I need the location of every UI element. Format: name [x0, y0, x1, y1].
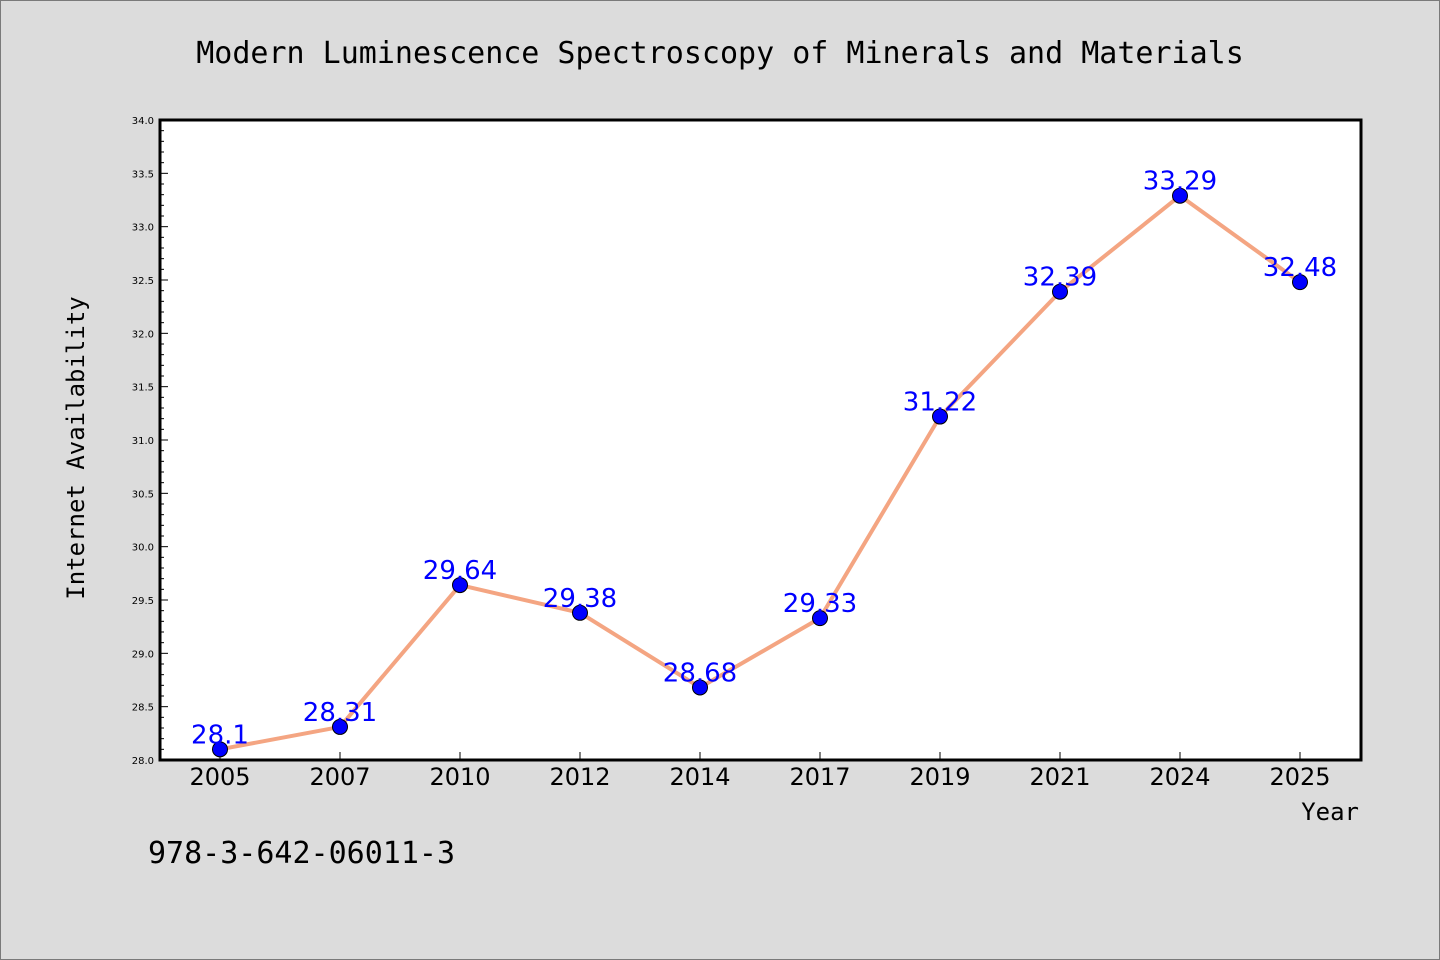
x-tick-label: 2005	[189, 763, 250, 791]
y-tick-label: 31.0	[132, 436, 154, 447]
x-tick-label: 2007	[309, 763, 370, 791]
data-label: 29.64	[423, 556, 497, 586]
x-tick-label: 2017	[789, 763, 850, 791]
data-label: 32.48	[1263, 253, 1337, 283]
data-point	[932, 408, 948, 425]
x-tick-label: 2024	[1149, 763, 1210, 791]
data-label: 33.29	[1143, 167, 1217, 197]
y-tick-label: 29.5	[132, 596, 154, 607]
y-tick-label: 33.5	[132, 169, 154, 180]
y-tick-label: 30.5	[132, 489, 154, 500]
y-tick-label: 28.0	[132, 756, 154, 767]
data-point	[212, 741, 228, 758]
chart-title: Modern Luminescence Spectroscopy of Mine…	[196, 36, 1244, 71]
y-tick-label: 34.0	[132, 116, 154, 127]
x-tick-label: 2012	[549, 763, 610, 791]
data-point	[332, 718, 348, 735]
data-label: 28.31	[303, 698, 377, 728]
y-axis-title: Internet Availability	[62, 296, 90, 599]
isbn-label: 978-3-642-06011-3	[148, 836, 455, 871]
y-tick-label: 33.0	[132, 223, 154, 234]
plot-area	[158, 118, 1363, 762]
x-axis-title: Year	[1301, 798, 1359, 826]
data-point	[1172, 187, 1188, 204]
data-point	[692, 679, 708, 696]
data-points	[212, 187, 1308, 758]
y-tick-label: 32.0	[132, 329, 154, 340]
y-tick-label: 32.5	[132, 276, 154, 287]
y-tick-label: 29.0	[132, 649, 154, 660]
y-axis: 28.0 28.5 29.0 29.5 30.0 30.5 31.0 31.5 32.0 32.5…	[132, 116, 168, 767]
x-tick-label: 2010	[429, 763, 490, 791]
y-tick-label: 28.5	[132, 703, 154, 714]
data-label: 28.1	[191, 720, 249, 750]
x-axis: 2005 2007 2010 2012 2014 2017 2019 2021 2024 2025	[189, 752, 1331, 791]
data-labels: 28.1 28.31 29.64 29.38 28.68 29.33 31.22 32.39 3…	[191, 167, 1337, 751]
data-point	[1052, 283, 1068, 300]
data-label: 29.38	[543, 584, 617, 614]
x-tick-label: 2019	[909, 763, 970, 791]
data-label: 29.33	[783, 589, 857, 619]
data-label: 28.68	[663, 658, 737, 688]
data-label: 32.39	[1023, 263, 1097, 293]
y-tick-label: 31.5	[132, 383, 154, 394]
data-point	[452, 577, 468, 594]
x-tick-label: 2021	[1029, 763, 1090, 791]
data-point	[572, 604, 588, 621]
data-point	[812, 610, 828, 627]
x-tick-label: 2014	[669, 763, 730, 791]
x-tick-label: 2025	[1269, 763, 1330, 791]
data-label: 31.22	[903, 388, 977, 418]
series-line	[219, 193, 1302, 752]
data-point	[1292, 274, 1308, 291]
y-tick-label: 30.0	[132, 543, 154, 554]
